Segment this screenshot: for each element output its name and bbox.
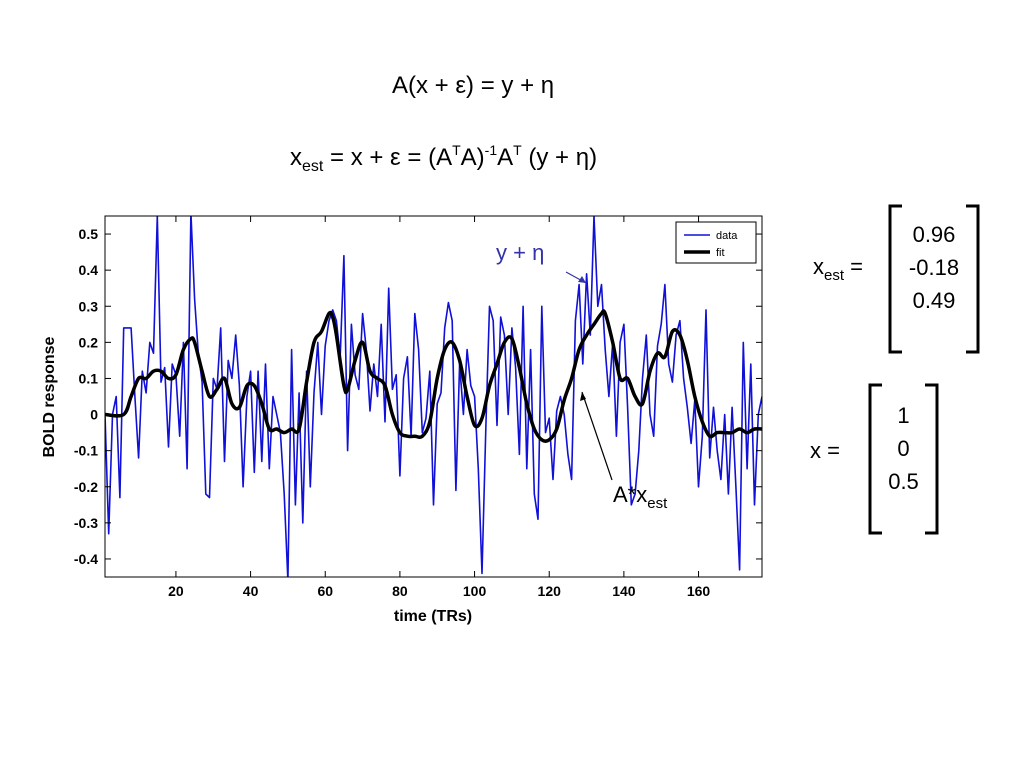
y-tick-label-8: 0.4 [79, 262, 99, 278]
plot-layer: 20 40 60 80 100 120 140 160 -0.4 -0.3 -0.2 -0.1 0 0.1… [74, 215, 763, 599]
y-tick-label-1: -0.3 [74, 515, 98, 531]
eq-mid2: A) [460, 144, 485, 171]
annotation-fit: A*xest [613, 482, 667, 512]
annotation-y-eta: y + η [496, 240, 545, 265]
y-tick-label-9: 0.5 [79, 226, 99, 242]
y-tick-label-7: 0.3 [79, 298, 99, 314]
legend-data-label: data [716, 230, 738, 242]
xest-label-sub: est [824, 267, 845, 284]
legend-box [675, 221, 757, 264]
eq-x-sub: est [302, 158, 324, 175]
equation-model: A(x + ε) = y + η [392, 72, 555, 99]
eq-mid3: A [497, 144, 514, 171]
annotation-fit-sub: est [647, 495, 668, 512]
x-matrix-values: 1 0 0.5 [874, 399, 933, 498]
plot-frame [104, 215, 763, 578]
x-tick-label-20: 20 [168, 583, 184, 599]
legend: data fit [675, 221, 757, 264]
y-tick-label-6: 0.2 [79, 334, 99, 350]
annotation-arrows [565, 271, 613, 481]
series-data-line [105, 216, 762, 577]
xest-value-1: 0.96 [912, 222, 956, 247]
eq-sup-t1: T [452, 142, 461, 158]
xest-matrix-values: 0.96 -0.18 0.49 [896, 218, 972, 317]
x-value-2: 0 [897, 436, 910, 461]
arrowhead-fit [580, 392, 586, 401]
eq-x: x [290, 144, 302, 171]
y-tick-label-2: -0.2 [74, 479, 98, 495]
x-tick-label-60: 60 [317, 583, 333, 599]
series-fit-line [105, 309, 762, 443]
x-value-3: 0.5 [888, 469, 919, 494]
annotation-fit-main: A*x [613, 482, 648, 507]
xest-value-3: 0.49 [912, 288, 956, 313]
eq-mid: = x + ε = (A [323, 144, 453, 171]
bracket-xest-left [888, 204, 902, 354]
xest-matrix-label: xest = [813, 254, 863, 284]
y-tick-label-4: 0 [90, 407, 98, 423]
x-axis-label: time (TRs) [394, 608, 472, 625]
equation-estimate: xest = x + ε = (ATA)-1AT (y + η) [290, 142, 597, 176]
bracket-x-right [925, 383, 939, 535]
eq-sup-t2: T [513, 142, 522, 158]
bracket-x [868, 383, 939, 535]
x-value-1: 1 [897, 403, 910, 428]
bracket-xest-right [966, 204, 980, 354]
xest-label-main: x [813, 254, 824, 279]
xest-label-eq: = [844, 254, 863, 279]
x-tick-label-40: 40 [243, 583, 259, 599]
xest-value-2: -0.18 [908, 255, 960, 280]
x-matrix-label: x = [810, 438, 840, 463]
arrowhead-y-eta [578, 276, 586, 283]
y-tick-label-3: -0.1 [74, 443, 98, 459]
arrow-fit [581, 391, 613, 481]
y-axis-label: BOLD response [41, 336, 58, 457]
eq-sup-inv: -1 [484, 142, 498, 158]
bracket-xest [888, 204, 980, 354]
x-tick-label-140: 140 [612, 583, 636, 599]
y-tick-label-5: 0.1 [79, 370, 99, 386]
bracket-x-left [868, 383, 882, 535]
y-tick-label-0: -0.4 [74, 551, 98, 567]
eq-end: (y + η) [521, 144, 598, 171]
x-tick-label-120: 120 [538, 583, 562, 599]
x-tick-label-160: 160 [687, 583, 711, 599]
legend-fit-label: fit [716, 247, 725, 259]
x-tick-label-80: 80 [392, 583, 408, 599]
x-tick-label-100: 100 [463, 583, 487, 599]
